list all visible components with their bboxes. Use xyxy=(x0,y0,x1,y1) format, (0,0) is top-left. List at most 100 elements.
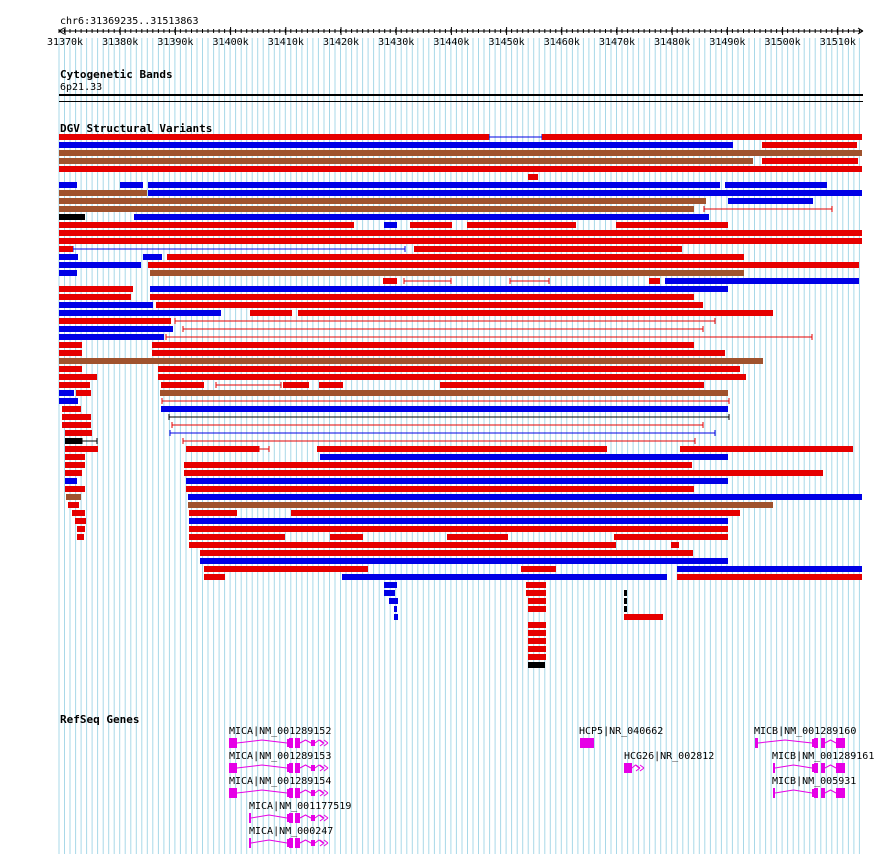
sv-feature[interactable] xyxy=(59,262,141,268)
gene-exon[interactable] xyxy=(311,840,315,846)
sv-feature[interactable] xyxy=(59,310,221,316)
sv-feature[interactable] xyxy=(59,326,173,332)
sv-feature[interactable] xyxy=(160,390,728,396)
sv-feature[interactable] xyxy=(330,534,363,540)
sv-feature[interactable] xyxy=(528,662,545,668)
sv-feature[interactable] xyxy=(725,182,827,188)
sv-feature[interactable] xyxy=(62,414,91,420)
gene-exon[interactable] xyxy=(295,838,300,848)
sv-feature[interactable] xyxy=(59,206,694,212)
sv-feature[interactable] xyxy=(189,526,728,532)
sv-feature[interactable] xyxy=(528,630,546,636)
sv-feature[interactable] xyxy=(59,398,78,404)
gene-exon[interactable] xyxy=(755,738,758,748)
sv-feature[interactable] xyxy=(59,390,74,396)
sv-feature[interactable] xyxy=(250,310,292,316)
sv-feature[interactable] xyxy=(467,222,576,228)
sv-feature[interactable] xyxy=(167,254,744,260)
sv-feature[interactable] xyxy=(526,582,546,588)
sv-feature[interactable] xyxy=(143,254,162,260)
sv-feature[interactable] xyxy=(649,278,660,284)
sv-feature[interactable] xyxy=(59,382,90,388)
sv-feature[interactable] xyxy=(542,134,862,140)
sv-feature[interactable] xyxy=(414,246,682,252)
gene-exon[interactable] xyxy=(773,788,775,798)
sv-feature[interactable] xyxy=(150,294,694,300)
gene-exon[interactable] xyxy=(311,815,315,821)
gene-exon[interactable] xyxy=(289,763,293,773)
sv-feature[interactable] xyxy=(59,134,489,140)
gene-exon[interactable] xyxy=(821,763,825,773)
sv-feature[interactable] xyxy=(65,430,92,436)
sv-feature[interactable] xyxy=(59,142,733,148)
sv-feature[interactable] xyxy=(189,518,728,524)
sv-feature[interactable] xyxy=(188,502,773,508)
sv-feature[interactable] xyxy=(521,566,556,572)
sv-feature[interactable] xyxy=(384,582,397,588)
gene-exon[interactable] xyxy=(289,838,293,848)
sv-feature[interactable] xyxy=(528,654,546,660)
sv-feature[interactable] xyxy=(528,174,538,180)
sv-feature[interactable] xyxy=(200,558,728,564)
sv-feature[interactable] xyxy=(384,590,395,596)
sv-feature[interactable] xyxy=(77,526,85,532)
sv-feature[interactable] xyxy=(65,454,85,460)
gene-exon[interactable] xyxy=(249,838,251,848)
sv-feature[interactable] xyxy=(59,158,753,164)
sv-feature[interactable] xyxy=(59,294,131,300)
sv-feature[interactable] xyxy=(75,518,86,524)
sv-feature[interactable] xyxy=(283,382,309,388)
sv-feature[interactable] xyxy=(161,382,204,388)
sv-feature[interactable] xyxy=(68,502,79,508)
gene-exon[interactable] xyxy=(295,738,300,748)
sv-feature[interactable] xyxy=(148,190,862,196)
gene-exon[interactable] xyxy=(311,765,315,771)
sv-feature[interactable] xyxy=(204,566,368,572)
sv-feature[interactable] xyxy=(59,270,77,276)
sv-feature[interactable] xyxy=(59,198,706,204)
gene-exon[interactable] xyxy=(836,738,845,748)
sv-feature[interactable] xyxy=(59,254,78,260)
gene-exon[interactable] xyxy=(229,738,237,748)
sv-feature[interactable] xyxy=(383,278,397,284)
sv-feature[interactable] xyxy=(59,302,153,308)
gene-exon[interactable] xyxy=(295,813,300,823)
sv-feature[interactable] xyxy=(317,446,607,452)
sv-feature[interactable] xyxy=(447,534,508,540)
sv-feature[interactable] xyxy=(671,542,679,548)
sv-feature[interactable] xyxy=(59,190,147,196)
gene-exon[interactable] xyxy=(289,788,293,798)
sv-feature[interactable] xyxy=(189,534,285,540)
sv-feature[interactable] xyxy=(184,470,823,476)
gene-exon[interactable] xyxy=(295,763,300,773)
sv-feature[interactable] xyxy=(528,638,546,644)
sv-feature[interactable] xyxy=(59,374,97,380)
gene-exon[interactable] xyxy=(580,738,594,748)
sv-feature[interactable] xyxy=(319,382,343,388)
sv-feature[interactable] xyxy=(624,598,627,604)
gene-exon[interactable] xyxy=(814,788,818,798)
sv-feature[interactable] xyxy=(59,150,862,156)
sv-feature[interactable] xyxy=(59,222,354,228)
gene-exon[interactable] xyxy=(814,738,818,748)
sv-feature[interactable] xyxy=(59,358,763,364)
sv-feature[interactable] xyxy=(320,454,728,460)
sv-feature[interactable] xyxy=(528,622,546,628)
sv-feature[interactable] xyxy=(148,262,859,268)
sv-feature[interactable] xyxy=(59,318,171,324)
gene-exon[interactable] xyxy=(821,788,825,798)
sv-feature[interactable] xyxy=(65,478,77,484)
sv-feature[interactable] xyxy=(77,534,84,540)
sv-feature[interactable] xyxy=(59,182,77,188)
sv-feature[interactable] xyxy=(762,142,857,148)
sv-feature[interactable] xyxy=(298,310,773,316)
sv-feature[interactable] xyxy=(59,286,133,292)
sv-feature[interactable] xyxy=(526,590,546,596)
sv-feature[interactable] xyxy=(200,550,693,556)
sv-feature[interactable] xyxy=(528,598,546,604)
sv-feature[interactable] xyxy=(624,606,627,612)
sv-feature[interactable] xyxy=(150,270,744,276)
gene-exon[interactable] xyxy=(311,790,315,796)
sv-feature[interactable] xyxy=(59,350,82,356)
sv-feature[interactable] xyxy=(186,478,728,484)
